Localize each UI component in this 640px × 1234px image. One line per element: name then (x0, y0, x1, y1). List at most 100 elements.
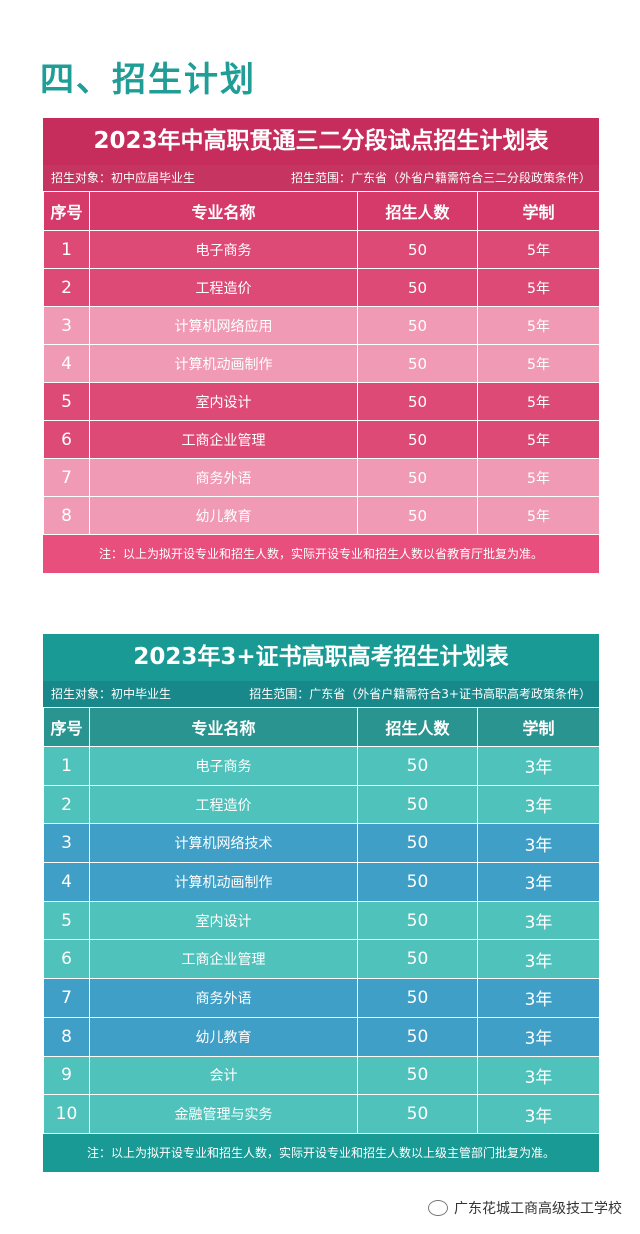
table-row: 7 商务外语 50 3年 (43, 978, 600, 1018)
row-major: 电子商务 (89, 746, 358, 786)
row-index: 5 (43, 900, 90, 941)
row-major: 幼儿教育 (89, 496, 358, 535)
header-count: 招生人数 (357, 707, 478, 747)
table-row: 2 工程造价 50 3年 (43, 784, 600, 825)
row-major: 计算机网络应用 (89, 306, 358, 345)
row-count: 50 (357, 1055, 478, 1096)
row-count: 50 (357, 746, 478, 786)
row-index: 6 (43, 939, 90, 980)
table-row: 3 计算机网络技术 50 3年 (43, 823, 600, 864)
plan-title: 2023年中高职贯通三二分段试点招生计划表 (43, 118, 599, 165)
row-count: 50 (357, 1016, 478, 1057)
row-major: 工商企业管理 (89, 420, 358, 459)
row-count: 50 (357, 420, 478, 459)
header-index: 序号 (43, 707, 90, 747)
row-duration: 5年 (477, 230, 600, 269)
row-duration: 3年 (477, 784, 600, 825)
row-count: 50 (357, 268, 478, 307)
row-duration: 5年 (477, 458, 600, 497)
table-row: 5 室内设计 50 5年 (43, 382, 600, 421)
row-count: 50 (357, 900, 478, 941)
row-index: 8 (43, 496, 90, 535)
row-count: 50 (357, 496, 478, 535)
plan-scope: 招生对象：初中毕业生 招生范围：广东省（外省户籍需符合3+证书高职高考政策条件） (43, 681, 599, 707)
row-major: 电子商务 (89, 230, 358, 269)
row-major: 商务外语 (89, 978, 358, 1018)
header-major: 专业名称 (89, 191, 358, 231)
plan-note: 注：以上为拟开设专业和招生人数，实际开设专业和招生人数以省教育厅批复为准。 (43, 535, 599, 573)
row-duration: 3年 (477, 1094, 600, 1134)
table-header-row: 序号 专业名称 招生人数 学制 (43, 191, 600, 231)
row-duration: 5年 (477, 306, 600, 345)
row-index: 10 (43, 1094, 90, 1134)
header-duration: 学制 (477, 707, 600, 747)
plan-note: 注：以上为拟开设专业和招生人数，实际开设专业和招生人数以上级主管部门批复为准。 (43, 1133, 599, 1172)
row-count: 50 (357, 1094, 478, 1134)
table-row: 4 计算机动画制作 50 5年 (43, 344, 600, 383)
row-index: 8 (43, 1016, 90, 1057)
table-row: 8 幼儿教育 50 3年 (43, 1016, 600, 1057)
row-count: 50 (357, 230, 478, 269)
row-duration: 3年 (477, 978, 600, 1018)
table-row: 2 工程造价 50 5年 (43, 268, 600, 307)
table-row: 6 工商企业管理 50 5年 (43, 420, 600, 459)
row-count: 50 (357, 862, 478, 902)
row-count: 50 (357, 458, 478, 497)
row-index: 9 (43, 1055, 90, 1096)
row-major: 商务外语 (89, 458, 358, 497)
row-count: 50 (357, 939, 478, 980)
row-major: 计算机动画制作 (89, 862, 358, 902)
header-count: 招生人数 (357, 191, 478, 231)
row-index: 3 (43, 306, 90, 345)
row-count: 50 (357, 344, 478, 383)
row-major: 工程造价 (89, 784, 358, 825)
row-count: 50 (357, 306, 478, 345)
header-duration: 学制 (477, 191, 600, 231)
row-duration: 3年 (477, 823, 600, 864)
table-header-row: 序号 专业名称 招生人数 学制 (43, 707, 600, 747)
row-major: 室内设计 (89, 382, 358, 421)
row-index: 2 (43, 784, 90, 825)
row-index: 6 (43, 420, 90, 459)
row-major: 工商企业管理 (89, 939, 358, 980)
plan-range: 招生范围：广东省（外省户籍需符合三二分段政策条件） (290, 171, 591, 185)
row-index: 7 (43, 978, 90, 1018)
table-row: 1 电子商务 50 5年 (43, 230, 600, 269)
row-major: 会计 (89, 1055, 358, 1096)
row-index: 4 (43, 862, 90, 902)
watermark-text: 广东花城工商高级技工学校 (454, 1201, 622, 1217)
plan-scope: 招生对象：初中应届毕业生 招生范围：广东省（外省户籍需符合三二分段政策条件） (43, 165, 599, 191)
row-major: 金融管理与实务 (89, 1094, 358, 1134)
row-duration: 3年 (477, 1055, 600, 1096)
plan-range: 招生范围：广东省（外省户籍需符合3+证书高职高考政策条件） (249, 687, 591, 701)
account-watermark: 广东花城工商高级技工学校 (428, 1198, 622, 1218)
row-index: 3 (43, 823, 90, 864)
table-row: 7 商务外语 50 5年 (43, 458, 600, 497)
row-duration: 3年 (477, 746, 600, 786)
header-index: 序号 (43, 191, 90, 231)
row-index: 4 (43, 344, 90, 383)
plan-table: 序号 专业名称 招生人数 学制 1 电子商务 50 3年 2 工程造价 50 3… (43, 707, 600, 1134)
row-duration: 5年 (477, 382, 600, 421)
table-row: 10 金融管理与实务 50 3年 (43, 1094, 600, 1134)
table-row: 6 工商企业管理 50 3年 (43, 939, 600, 980)
row-count: 50 (357, 382, 478, 421)
row-index: 2 (43, 268, 90, 307)
row-major: 工程造价 (89, 268, 358, 307)
row-duration: 5年 (477, 344, 600, 383)
row-duration: 3年 (477, 939, 600, 980)
row-index: 1 (43, 746, 90, 786)
plan-table-three-plus-certificate: 2023年3+证书高职高考招生计划表 招生对象：初中毕业生 招生范围：广东省（外… (42, 633, 600, 1173)
header-major: 专业名称 (89, 707, 358, 747)
row-index: 1 (43, 230, 90, 269)
row-count: 50 (357, 823, 478, 864)
plan-target: 招生对象：初中毕业生 (51, 687, 172, 701)
row-duration: 3年 (477, 862, 600, 902)
row-duration: 3年 (477, 900, 600, 941)
row-duration: 5年 (477, 268, 600, 307)
wechat-icon (428, 1200, 448, 1216)
row-count: 50 (357, 784, 478, 825)
row-count: 50 (357, 978, 478, 1018)
table-row: 1 电子商务 50 3年 (43, 746, 600, 786)
plan-table: 序号 专业名称 招生人数 学制 1 电子商务 50 5年 2 工程造价 50 5… (43, 191, 600, 535)
